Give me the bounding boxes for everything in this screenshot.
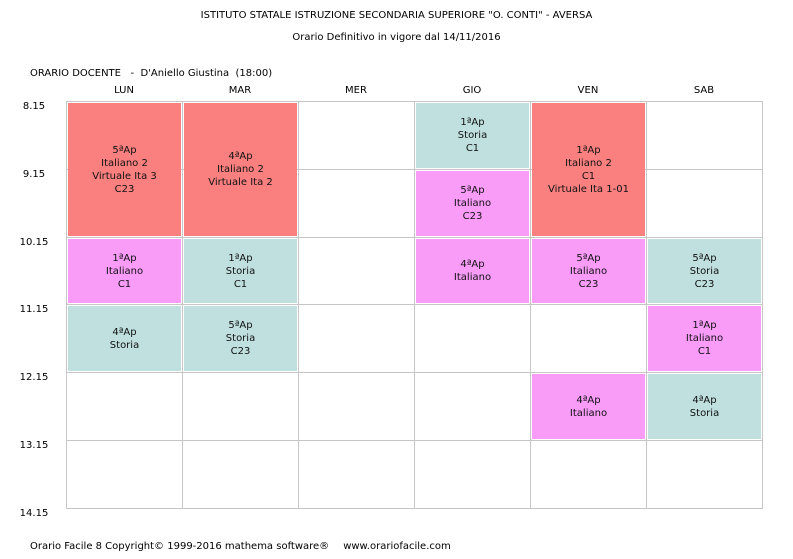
lesson-text: C23 <box>230 346 251 357</box>
lesson-text: C23 <box>694 278 715 290</box>
day-header-sab: SAB <box>693 85 715 96</box>
lesson-block[interactable]: 4ªAp Italiano 2 Virtuale Ita 2 <box>184 103 297 236</box>
lesson-text: Italiano 2 <box>565 157 612 169</box>
lesson-text: Italiano <box>453 272 492 283</box>
footer-copyright: Orario Facile 8 Copyright© 1999-2016 mat… <box>30 541 330 552</box>
lesson-text: C23 <box>462 211 483 222</box>
lesson-text: 1ªAp <box>692 320 717 331</box>
lesson-text: Storia <box>689 265 720 277</box>
lesson-text: 1ªAp <box>460 117 485 128</box>
lesson-text: 4ªAp <box>576 394 601 406</box>
lesson-text: 5ªAp <box>692 252 717 264</box>
lesson-block[interactable]: 5ªAp Storia C23 <box>184 306 297 371</box>
lesson-text: Italiano 2 <box>101 157 148 169</box>
time-label: 8.15 <box>22 101 46 112</box>
lesson-text: Storia <box>109 339 140 351</box>
lesson-text: C1 <box>697 346 712 357</box>
lesson-block[interactable]: 5ªAp Italiano 2 Virtuale Ita 3 C23 <box>68 103 181 236</box>
lesson-block[interactable]: 1ªAp Italiano 2 C1 Virtuale Ita 1-01 <box>532 103 645 236</box>
grid-column-divider <box>646 102 647 508</box>
lesson-text: 5ªAp <box>228 320 253 331</box>
lesson-text: Virtuale Ita 2 <box>208 177 273 188</box>
day-header-gio: GIO <box>462 85 482 96</box>
lesson-block[interactable]: 4ªAp Storia <box>648 374 761 439</box>
lesson-text: 5ªAp <box>576 252 601 264</box>
lesson-text: 5ªAp <box>112 144 137 156</box>
lesson-text: Storia <box>225 265 256 277</box>
lesson-block[interactable]: 1ªAp Storia C1 <box>184 239 297 303</box>
time-label: 10.15 <box>19 237 49 248</box>
lesson-text: C1 <box>465 143 480 154</box>
time-label: 11.15 <box>19 304 49 315</box>
lesson-text: 1ªAp <box>112 252 137 264</box>
lesson-block[interactable]: 5ªAp Italiano C23 <box>416 171 529 236</box>
lesson-text: 4ªAp <box>228 151 253 162</box>
grid-row-divider <box>67 237 762 238</box>
lesson-text: C1 <box>117 278 132 290</box>
lesson-text: C23 <box>114 183 135 195</box>
lesson-block[interactable]: 4ªAp Storia <box>68 306 181 371</box>
schedule-subtitle: Orario Definitivo in vigore dal 14/11/20… <box>292 32 501 43</box>
grid-column-divider <box>182 102 183 508</box>
lesson-text: Storia <box>225 333 256 344</box>
grid-column-divider <box>414 102 415 508</box>
time-label: 13.15 <box>19 440 49 451</box>
day-header-mer: MER <box>345 85 367 96</box>
lesson-text: 1ªAp <box>576 144 601 156</box>
lesson-text: Virtuale Ita 3 <box>92 170 157 182</box>
lesson-block[interactable]: 5ªAp Storia C23 <box>648 239 761 303</box>
lesson-text: 4ªAp <box>692 394 717 406</box>
grid-column-divider <box>298 102 299 508</box>
footer: Orario Facile 8 Copyright© 1999-2016 mat… <box>30 541 465 553</box>
lesson-block[interactable]: 5ªAp Italiano C23 <box>532 239 645 303</box>
lesson-text: 1ªAp <box>228 252 253 264</box>
time-label: 12.15 <box>19 372 49 383</box>
lesson-block[interactable]: 1ªAp Italiano C1 <box>68 239 181 303</box>
lesson-text: 5ªAp <box>460 185 485 196</box>
lesson-block[interactable]: 4ªAp Italiano <box>532 374 645 439</box>
teacher-hours: (18:00) <box>235 68 273 79</box>
lesson-text: Storia <box>689 407 720 419</box>
lesson-text: C1 <box>233 278 248 290</box>
lesson-text: C23 <box>578 278 599 290</box>
lesson-text: Italiano <box>453 198 492 209</box>
time-label: 9.15 <box>22 169 46 180</box>
teacher-prefix: ORARIO DOCENTE - <box>30 68 141 79</box>
lesson-text: Italiano <box>685 333 724 344</box>
institute-title: ISTITUTO STATALE ISTRUZIONE SECONDARIA S… <box>200 10 593 21</box>
lesson-text: Italiano 2 <box>217 164 264 175</box>
grid-row-divider <box>67 372 762 373</box>
lesson-text: Storia <box>457 130 488 141</box>
grid-row-divider <box>67 440 762 441</box>
lesson-text: 4ªAp <box>112 326 137 338</box>
lesson-text: C1 <box>581 170 596 182</box>
grid-row-divider <box>67 169 762 170</box>
day-header-lun: LUN <box>114 85 134 96</box>
time-label: 14.15 <box>19 508 49 519</box>
lesson-block[interactable]: 4ªAp Italiano <box>416 239 529 303</box>
day-header-mar: MAR <box>228 85 252 96</box>
lesson-text: Italiano <box>569 265 608 277</box>
lesson-text: Italiano <box>105 265 144 277</box>
grid-row-divider <box>67 304 762 305</box>
footer-website[interactable]: www.orariofacile.com <box>343 541 451 552</box>
teacher-line: ORARIO DOCENTE - D'Aniello Giustina (18:… <box>30 68 272 80</box>
lesson-block[interactable]: 1ªAp Italiano C1 <box>648 306 761 371</box>
timetable-grid: 5ªAp Italiano 2 Virtuale Ita 3 C23 4ªAp Itali… <box>66 101 763 509</box>
lesson-text: Virtuale Ita 1-01 <box>548 183 629 195</box>
day-header-ven: VEN <box>577 85 599 96</box>
lesson-text: 4ªAp <box>460 259 485 270</box>
grid-column-divider <box>530 102 531 508</box>
lesson-block[interactable]: 1ªAp Storia C1 <box>416 103 529 168</box>
lesson-text: Italiano <box>569 407 608 419</box>
teacher-name: D'Aniello Giustina <box>140 68 230 79</box>
